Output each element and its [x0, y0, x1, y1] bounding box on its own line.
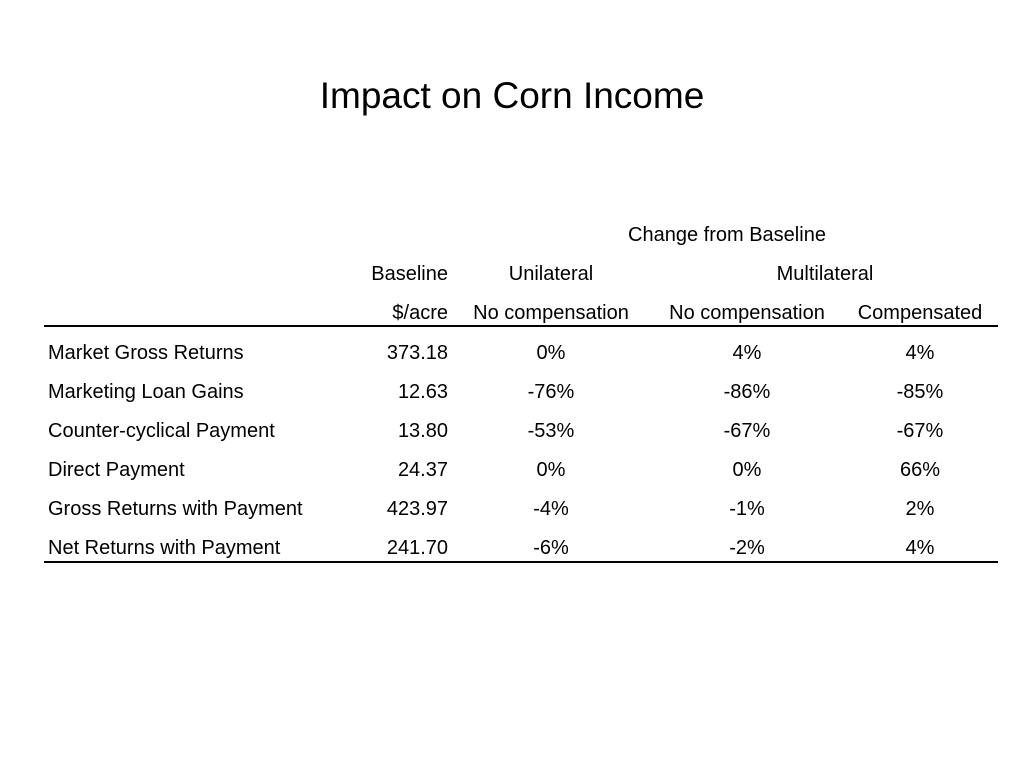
table-row: Counter-cyclical Payment 13.80 -53% -67%…	[44, 412, 998, 451]
row-label: Marketing Loan Gains	[48, 381, 244, 403]
multilateral-comp-value: -67%	[896, 420, 944, 442]
table-row: Market Gross Returns 373.18 0% 4% 4%	[44, 334, 998, 373]
slide-title: Impact on Corn Income	[319, 75, 705, 116]
baseline-value: 12.63	[397, 381, 448, 403]
baseline-value: 373.18	[386, 342, 448, 364]
baseline-value: 13.80	[397, 420, 448, 442]
header-baseline: Baseline	[371, 263, 448, 285]
multilateral-comp-value: 4%	[905, 537, 935, 559]
row-label: Net Returns with Payment	[48, 537, 281, 559]
table-row: Net Returns with Payment 241.70 -6% -2% …	[44, 529, 998, 568]
unilateral-value: 0%	[536, 459, 566, 481]
header-multilateral-no-compensation: No compensation	[669, 302, 825, 324]
unilateral-value: 0%	[536, 342, 566, 364]
multilateral-nocomp-value: -86%	[723, 381, 771, 403]
multilateral-nocomp-value: -1%	[729, 498, 765, 520]
multilateral-comp-value: 66%	[899, 459, 941, 481]
header-rule	[44, 325, 998, 327]
header-unit: $/acre	[392, 302, 448, 324]
table-row: Gross Returns with Payment 423.97 -4% -1…	[44, 490, 998, 529]
bottom-rule	[44, 561, 998, 563]
header-row-sub: $/acre No compensation No compensation C…	[44, 294, 998, 333]
multilateral-comp-value: 2%	[905, 498, 935, 520]
multilateral-nocomp-value: -2%	[729, 537, 765, 559]
row-label: Direct Payment	[48, 459, 185, 481]
unilateral-value: -76%	[527, 381, 575, 403]
baseline-value: 241.70	[386, 537, 448, 559]
header-row-columns: Baseline Unilateral Multilateral	[44, 255, 998, 294]
row-label: Market Gross Returns	[48, 342, 244, 364]
table-row: Direct Payment 24.37 0% 0% 66%	[44, 451, 998, 490]
table-row: Marketing Loan Gains 12.63 -76% -86% -85…	[44, 373, 998, 412]
multilateral-nocomp-value: -67%	[723, 420, 771, 442]
unilateral-value: -53%	[527, 420, 575, 442]
header-multilateral: Multilateral	[776, 263, 874, 285]
baseline-value: 24.37	[397, 459, 448, 481]
header-unilateral: Unilateral	[508, 263, 594, 285]
row-label: Gross Returns with Payment	[48, 498, 303, 520]
multilateral-nocomp-value: 4%	[732, 342, 762, 364]
table-body: Market Gross Returns 373.18 0% 4% 4% Mar…	[44, 334, 998, 568]
multilateral-comp-value: 4%	[905, 342, 935, 364]
row-label: Counter-cyclical Payment	[48, 420, 275, 442]
header-row-group: Change from Baseline	[44, 216, 998, 255]
multilateral-comp-value: -85%	[896, 381, 944, 403]
header-change-from-baseline: Change from Baseline	[628, 224, 826, 246]
unilateral-value: -6%	[533, 537, 569, 559]
header-multilateral-compensated: Compensated	[857, 302, 983, 324]
unilateral-value: -4%	[533, 498, 569, 520]
corn-income-table: Change from Baseline Baseline Unilateral…	[44, 216, 998, 563]
baseline-value: 423.97	[386, 498, 448, 520]
multilateral-nocomp-value: 0%	[732, 459, 762, 481]
header-unilateral-no-compensation: No compensation	[473, 302, 629, 324]
